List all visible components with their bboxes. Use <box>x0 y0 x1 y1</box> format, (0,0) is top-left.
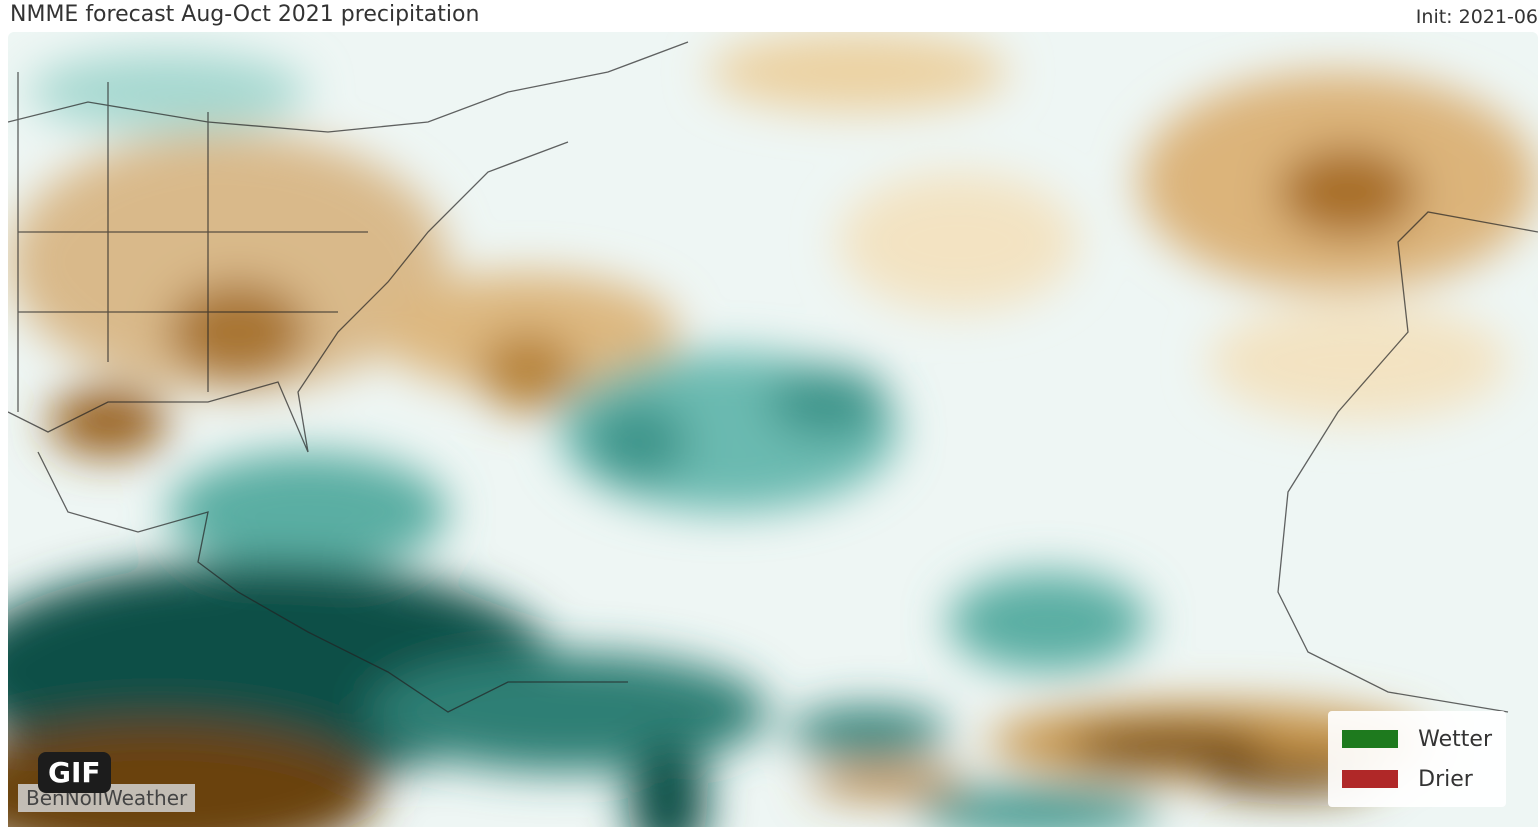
precipitation-field <box>8 32 1538 827</box>
legend-label: Drier <box>1418 766 1473 792</box>
legend: Wetter Drier <box>1328 711 1506 807</box>
drier-swatch <box>1342 770 1399 788</box>
wetter-swatch <box>1342 730 1399 748</box>
map-title: NMME forecast Aug-Oct 2021 precipitation <box>10 2 480 27</box>
legend-item-drier: Drier <box>1342 759 1492 799</box>
precipitation-map: Wetter Drier <box>8 32 1538 827</box>
init-date: Init: 2021-06 <box>1415 6 1538 28</box>
legend-label: Wetter <box>1418 726 1492 752</box>
legend-item-wetter: Wetter <box>1342 719 1492 759</box>
coastlines <box>8 41 1538 713</box>
gif-badge[interactable]: GIF <box>38 752 111 793</box>
